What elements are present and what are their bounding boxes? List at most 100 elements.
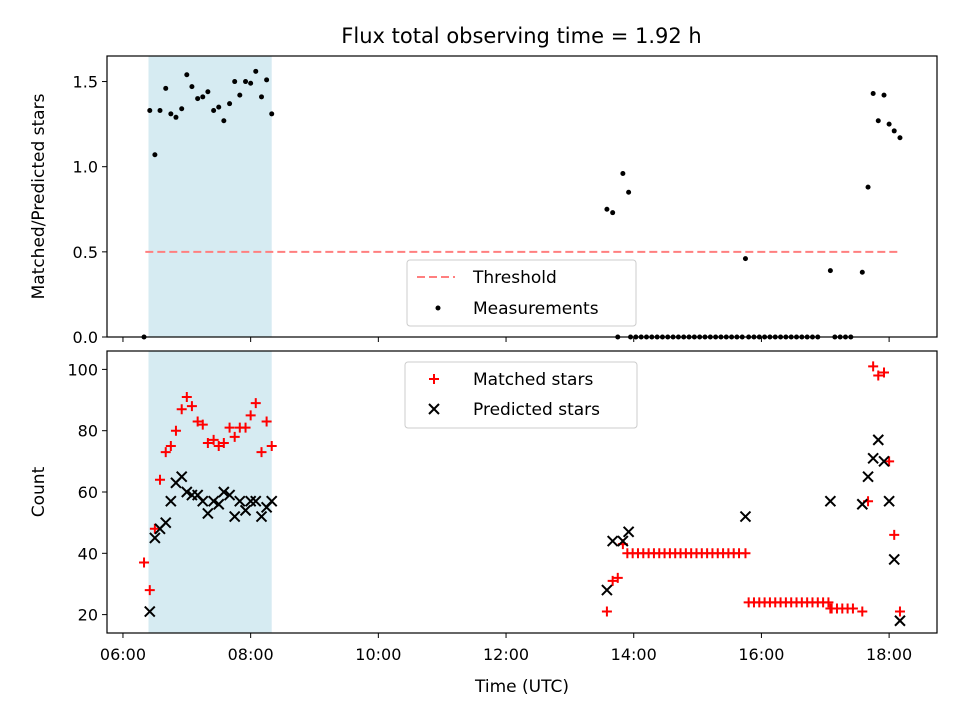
y-axis-label: Matched/Predicted stars [29, 93, 49, 299]
matched-stars-point [601, 606, 612, 617]
x-tick-label: 18:00 [866, 645, 912, 664]
measurement-point [221, 118, 227, 124]
measurement-point [259, 94, 265, 100]
measurement-point [189, 84, 195, 90]
measurement-point [237, 92, 243, 98]
measurement-point [870, 90, 876, 96]
matched-stars-point [261, 416, 272, 427]
bottom-axes: 20 40 60 80 100 06:00 08:00 10:00 12:00 14:00 16:0… [29, 350, 938, 697]
matched-stars-point [176, 404, 187, 415]
matched-stars-point [256, 447, 267, 458]
matched-stars-point [847, 603, 858, 614]
predicted-stars-point [213, 498, 225, 510]
y-tick-label: 60 [78, 483, 98, 502]
observing-window [148, 56, 272, 337]
predicted-stars-point [250, 495, 262, 507]
predicted-stars-point [144, 605, 156, 618]
matched-stars-point [192, 416, 203, 427]
predicted-stars-point [234, 495, 246, 507]
x-tick-label: 12:00 [483, 645, 529, 664]
legend-box [404, 361, 638, 429]
y-tick-label: 40 [78, 544, 98, 563]
matched-stars-point [213, 441, 224, 452]
x-tick-label: 06:00 [100, 645, 146, 664]
matched-stars-point [823, 597, 834, 608]
matched-stars-point [250, 398, 261, 409]
predicted-stars-point [255, 510, 268, 523]
measurement-point [875, 118, 881, 124]
y-tick-label: 100 [67, 360, 98, 379]
measurement-point [610, 210, 616, 216]
y-tick-label: 80 [78, 422, 98, 441]
predicted-stars-point [894, 615, 906, 627]
matched-stars-point [612, 572, 623, 583]
measurement-point [881, 92, 887, 98]
predicted-stars-point [617, 535, 629, 547]
legend-matched-label: Matched stars [473, 370, 593, 390]
y-tick-label: 0.0 [73, 328, 98, 347]
matched-stars-point [139, 557, 150, 568]
predicted-stars-point [160, 516, 172, 529]
measurement-point [248, 80, 254, 86]
matched-stars-point [889, 529, 900, 540]
measurement-point [179, 106, 185, 112]
measurement-point [620, 171, 626, 177]
matched-stars-point [181, 391, 192, 402]
predicted-stars-point [883, 495, 895, 507]
predicted-stars-point [197, 495, 209, 507]
measurement-point [742, 256, 748, 262]
x-tick-label: 16:00 [738, 645, 784, 664]
matched-stars-point [884, 456, 895, 467]
matched-stars-point [165, 441, 176, 452]
measurement-point [264, 77, 270, 83]
predicted-stars-point [239, 504, 252, 517]
legend-box [406, 259, 637, 327]
measurement-point [157, 107, 163, 113]
matched-stars-point [879, 367, 890, 378]
predicted-stars-point [244, 495, 257, 507]
matched-stars-point [245, 410, 256, 421]
predicted-stars-point [862, 470, 874, 483]
measurement-point [626, 189, 632, 195]
x-tick-label: 10:00 [355, 645, 401, 664]
matched-stars-point [894, 606, 905, 617]
legend-measurements-label: Measurements [473, 299, 599, 319]
legend-matched-swatch [429, 374, 439, 384]
x-axis-label: Time (UTC) [474, 677, 569, 697]
measurement-point [859, 269, 865, 275]
measurement-point [232, 79, 238, 85]
predicted-stars-point [165, 495, 177, 507]
measurement-point [205, 89, 211, 95]
predicted-stars-point [606, 535, 619, 547]
measurement-point [891, 128, 897, 134]
y-axis-label: Count [29, 466, 49, 517]
predicted-stars-point [739, 510, 752, 523]
y-tick-label: 20 [78, 606, 98, 625]
matched-stars-point [873, 370, 884, 381]
measurement-point [604, 206, 610, 212]
measurement-point [147, 107, 153, 113]
matched-stars-point [202, 437, 213, 448]
predicted-stars-point [266, 495, 278, 507]
matched-stars-point [266, 441, 277, 452]
chart-title: Flux total observing time = 1.92 h [341, 24, 701, 48]
matched-stars-point [240, 422, 251, 433]
measurement-point [897, 135, 903, 141]
y-tick-label: 1.0 [73, 158, 98, 177]
y-tick-label: 1.5 [73, 73, 98, 92]
predicted-stars-point [888, 553, 900, 566]
predicted-stars-point [207, 495, 220, 507]
legend-measurements-swatch [435, 305, 441, 311]
measurement-point [200, 94, 206, 100]
matched-stars-point [224, 422, 235, 433]
matched-stars-point [197, 419, 208, 430]
measurement-point [865, 184, 871, 190]
predicted-stars-point [622, 526, 635, 538]
measurement-point [152, 152, 158, 158]
predicted-stars-point [856, 498, 869, 510]
matched-stars-point [607, 575, 618, 586]
axes-frame [106, 55, 938, 338]
matched-stars-point [229, 431, 240, 442]
matched-stars-point [218, 437, 229, 448]
measurement-point [227, 101, 233, 107]
